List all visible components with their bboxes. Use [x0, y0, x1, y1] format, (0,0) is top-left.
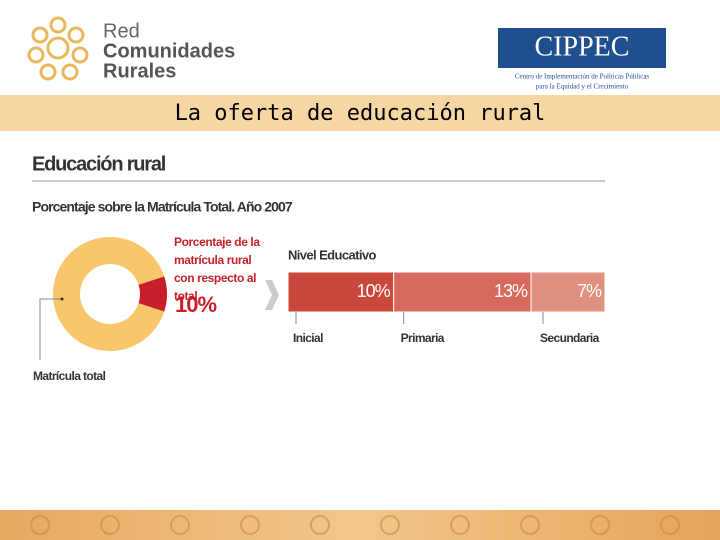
value-label: 10% [357, 281, 391, 301]
logo-text: Red [103, 20, 140, 42]
value-label: 7% [577, 281, 602, 301]
org-name: CIPPEC [535, 31, 630, 62]
leader-line [39, 298, 62, 360]
category-label: Inicial [293, 331, 323, 345]
footer-band [0, 510, 720, 540]
pie-annotation: Porcentaje de la matrícula rural con res… [174, 235, 260, 303]
pie-slice [53, 237, 165, 351]
slide-title: La oferta de educación rural [175, 101, 546, 126]
leader-dot [60, 297, 64, 301]
org-subtitle: para la Equidad y el Crecimiento [536, 83, 629, 91]
category-label: Matrícula total [33, 369, 106, 383]
category-label: Secundaria [540, 331, 600, 345]
logo-icon [27, 16, 89, 81]
logo-text: Comunidades [103, 40, 235, 62]
bar-segment [393, 271, 532, 313]
section-title: Educación rural [32, 153, 166, 175]
title-band [0, 95, 720, 131]
arrow [265, 280, 279, 310]
category-label: Primaria [401, 331, 445, 345]
bar-segment [287, 271, 395, 313]
footer-pattern [30, 515, 680, 535]
chart-subtitle: Nivel Educativo [288, 247, 376, 262]
value-label: 10% [175, 292, 216, 317]
org-box [498, 28, 666, 68]
pie-slice [138, 276, 167, 312]
value-label: 13% [494, 281, 528, 301]
bar-segment [530, 271, 606, 313]
logo-text: Rurales [103, 60, 176, 82]
chart-title: Porcentaje sobre la Matrícula Total. Año… [32, 199, 293, 215]
org-subtitle: Centro de Implementación de Políticas Pú… [515, 73, 650, 81]
